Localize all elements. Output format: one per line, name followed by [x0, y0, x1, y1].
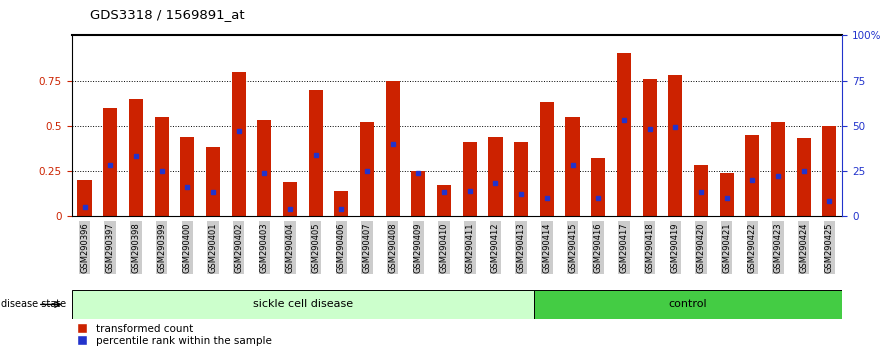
Bar [539, 102, 554, 216]
Bar [77, 180, 91, 216]
Bar [154, 116, 168, 216]
Bar [257, 120, 271, 216]
Bar [642, 79, 657, 216]
Bar [488, 137, 503, 216]
Bar [283, 182, 297, 216]
Text: control: control [668, 299, 708, 309]
Bar [411, 171, 426, 216]
Bar [334, 191, 349, 216]
Bar [668, 75, 683, 216]
Bar [797, 138, 811, 216]
Legend: transformed count, percentile rank within the sample: transformed count, percentile rank withi… [77, 324, 271, 346]
Bar [103, 108, 117, 216]
Bar [437, 185, 452, 216]
Text: GDS3318 / 1569891_at: GDS3318 / 1569891_at [90, 8, 245, 21]
Bar [180, 137, 194, 216]
Bar [231, 72, 246, 216]
Bar [616, 53, 631, 216]
Text: sickle cell disease: sickle cell disease [253, 299, 353, 309]
Bar [206, 147, 220, 216]
Bar [565, 116, 580, 216]
Bar [72, 290, 534, 319]
Bar [514, 142, 529, 216]
Bar [591, 158, 606, 216]
Text: disease state: disease state [1, 299, 66, 309]
Bar [462, 142, 477, 216]
Bar [129, 98, 143, 216]
Bar [823, 126, 837, 216]
Bar [719, 173, 734, 216]
Bar [534, 290, 842, 319]
Bar [385, 80, 400, 216]
Bar [745, 135, 760, 216]
Bar [694, 165, 708, 216]
Bar [308, 90, 323, 216]
Bar [771, 122, 785, 216]
Bar [360, 122, 375, 216]
